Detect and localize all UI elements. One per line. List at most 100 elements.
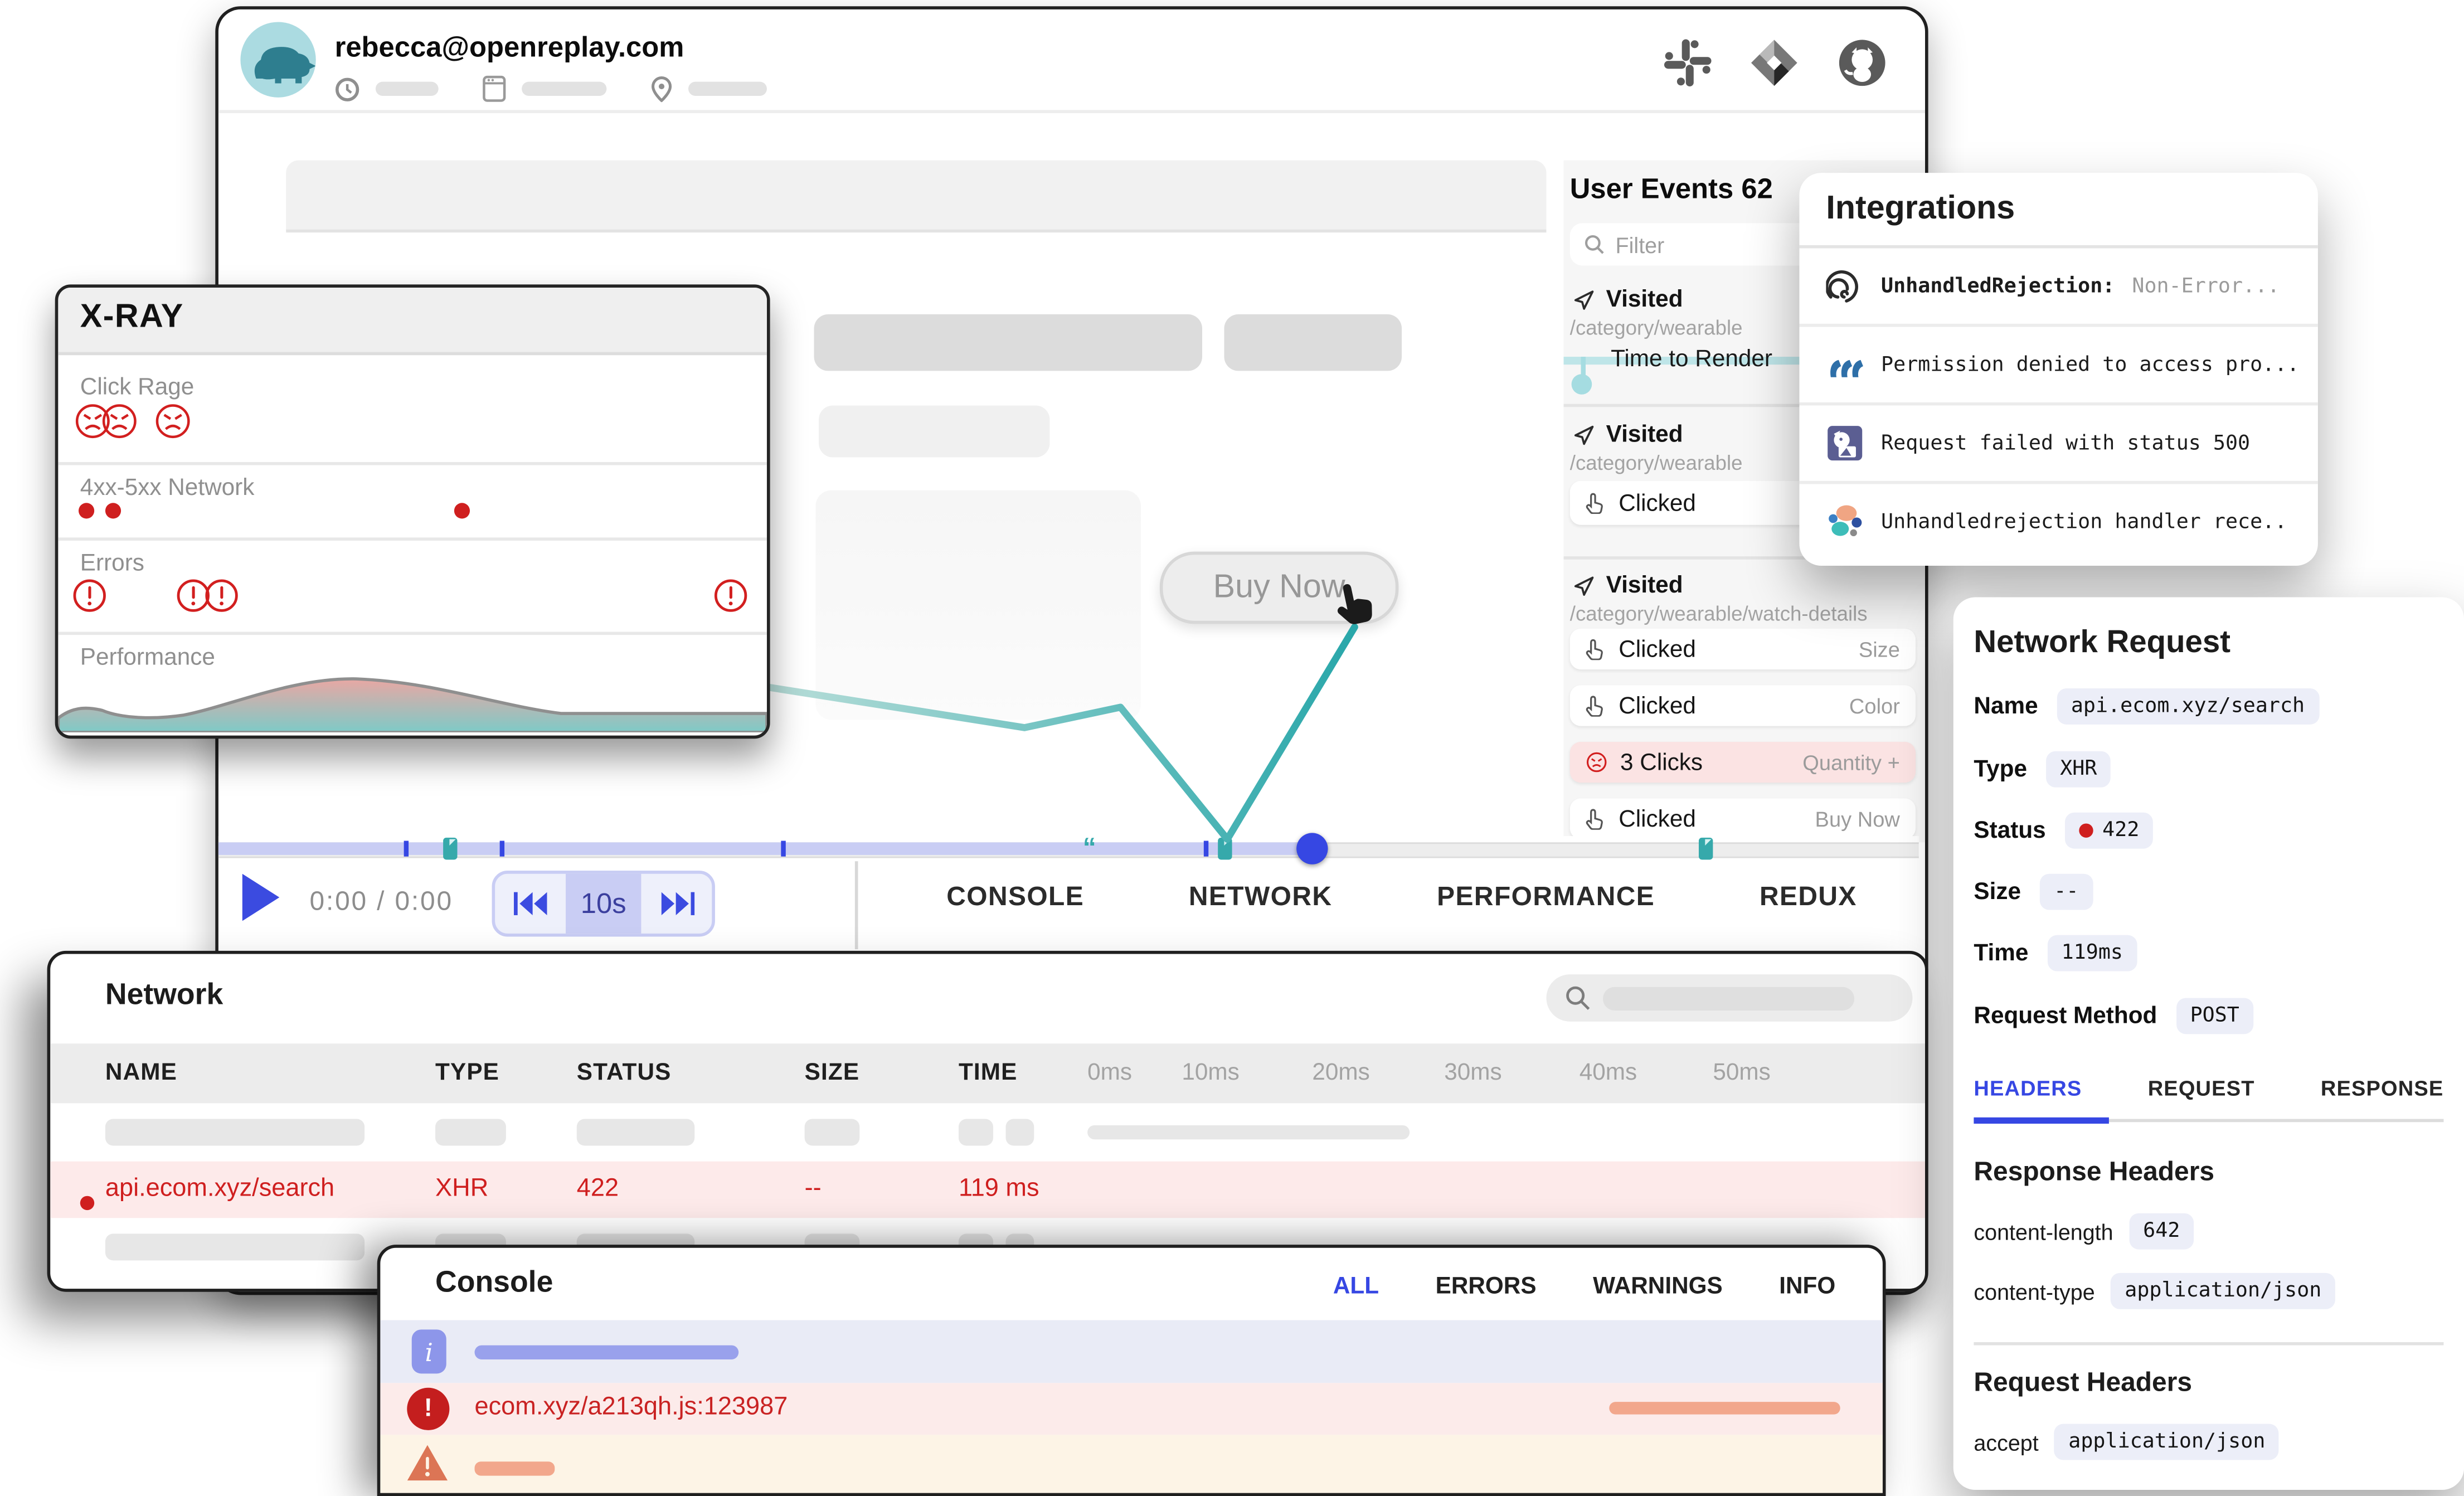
tabs-underline [1974,1117,2444,1124]
timeline-event-tick[interactable] [781,841,786,857]
tab-console[interactable]: CONSOLE [946,881,1085,912]
console-error-row[interactable]: ! ecom.xyz/a213qh.js:123987 [380,1383,1883,1435]
event-visited[interactable]: Visited [1573,421,1683,448]
performance-label: Performance [80,644,215,671]
tab-performance[interactable]: PERFORMANCE [1437,881,1655,912]
divider [58,462,767,465]
integration-item-elastic[interactable]: Unhandledrejection handler rece.. [1799,480,2318,560]
buy-now-button[interactable]: Buy Now [1159,551,1399,624]
console-skeleton-bar [474,1461,555,1476]
time-to-render-label[interactable]: Time to Render [1611,346,1773,373]
session-user-email: rebecca@openreplay.com [334,31,684,63]
rage-clicks-card[interactable]: 3 Clicks Quantity + [1569,741,1916,783]
click-hand-icon [1586,809,1603,830]
divider [1563,556,1926,560]
event-clicked-card[interactable]: Clicked Color [1569,685,1916,726]
timeline-event-tick[interactable] [404,841,409,857]
col-status: STATUS [576,1059,672,1086]
request-detail-tabs: HEADERS REQUEST RESPONSE [1974,1076,2443,1100]
network-error-dot[interactable] [78,503,95,519]
warning-icon [407,1445,448,1481]
skip-forward-button[interactable] [641,874,712,934]
field-size-value: -- [2039,873,2093,910]
status-error-dot [2078,823,2093,838]
field-time-value: 119ms [2047,935,2137,972]
rage-face-icons[interactable] [74,401,216,441]
meta-skeleton [688,81,767,96]
info-icon: i [411,1329,446,1374]
event-clicked-card[interactable]: Clicked Buy Now [1569,798,1916,839]
github-icon[interactable] [1837,38,1887,88]
tab-response[interactable]: RESPONSE [2320,1076,2444,1100]
event-visited[interactable]: Visited [1573,286,1683,313]
error-icons[interactable] [71,577,755,615]
divider [854,861,858,950]
product-image-skeleton [815,490,1141,720]
buy-now-label: Buy Now [1213,569,1345,605]
time-tick: 10ms [1182,1059,1240,1086]
integration-item-sentry[interactable]: UnhandledRejection: Non-Error... [1799,245,2318,324]
browser-icon [483,75,506,102]
click-hand-icon [1586,639,1603,660]
slack-icon[interactable] [1664,39,1712,87]
search-icon [1566,986,1590,1010]
header-content-length: content-length 642 [1974,1213,2194,1250]
elastic-icon [1829,505,1862,537]
play-button[interactable] [240,873,281,921]
event-visited[interactable]: Visited [1573,572,1683,599]
session-header: rebecca@openreplay.com [218,9,1926,114]
network-error-row[interactable]: api.ecom.xyz/search XHR 422 -- 119 ms [50,1161,1926,1218]
time-tick: 50ms [1713,1059,1771,1086]
angry-face-icon [1586,752,1607,773]
datadog-icon [1828,426,1863,461]
player-bar: “ 0:00 / 0:00 10s [218,833,1919,959]
network-search-input[interactable] [1546,974,1913,1022]
network-error-dot[interactable] [105,503,122,519]
field-status: Status 422 [1974,812,2154,849]
skip-interval-label[interactable]: 10s [566,873,641,934]
divider [58,537,767,541]
tab-warnings[interactable]: WARNINGS [1593,1272,1723,1300]
click-target: Buy Now [1815,807,1900,831]
playback-time: 0:00 / 0:00 [309,886,454,916]
tab-request[interactable]: REQUEST [2147,1076,2255,1100]
network-request-panel: Network Request Name api.ecom.xyz/search… [1953,597,2464,1490]
request-status: 422 [576,1176,619,1202]
sentry-icon [1826,270,1858,303]
click-hand-icon [1586,696,1603,717]
tab-headers[interactable]: HEADERS [1974,1076,2082,1100]
event-url: /category/wearable [1569,451,1743,475]
time-tick: 30ms [1444,1059,1502,1086]
timeline-note-marker[interactable] [443,837,458,860]
timeline-note-marker[interactable] [1698,837,1713,860]
integration-item-datadog[interactable]: Request failed with status 500 [1799,402,2318,481]
timeline-event-tick[interactable] [499,841,505,857]
field-time: Time 119ms [1974,935,2137,972]
tab-network[interactable]: NETWORK [1188,881,1333,912]
request-type: XHR [435,1176,489,1202]
skip-forward-icon [660,892,694,915]
tab-redux[interactable]: REDUX [1759,881,1857,912]
tab-all[interactable]: ALL [1333,1272,1379,1300]
console-info-row[interactable]: i [380,1320,1883,1383]
col-type: TYPE [435,1059,500,1086]
skip-back-button[interactable] [495,874,566,934]
click-hand-icon [1586,493,1603,514]
field-request-method: Request Method POST [1974,998,2254,1034]
tab-errors[interactable]: ERRORS [1435,1272,1537,1300]
timeline-event-tick[interactable] [1203,841,1209,857]
integration-item-waves[interactable]: Permission denied to access pro... [1799,323,2318,402]
network-error-dot[interactable] [454,503,470,519]
network-errors-label: 4xx-5xx Network [80,474,255,502]
content-skeleton-bar [814,314,1202,371]
console-warning-row[interactable] [380,1435,1883,1493]
waves-icon [1830,360,1863,377]
divider [1974,1342,2444,1346]
console-skeleton-bar [474,1345,739,1359]
network-row-skeleton [50,1103,1925,1161]
request-size: -- [804,1176,822,1202]
event-clicked-card[interactable]: Clicked Size [1569,628,1916,670]
request-name: api.ecom.xyz/search [105,1176,335,1202]
jira-icon[interactable] [1749,38,1799,88]
tab-info[interactable]: INFO [1779,1272,1836,1300]
